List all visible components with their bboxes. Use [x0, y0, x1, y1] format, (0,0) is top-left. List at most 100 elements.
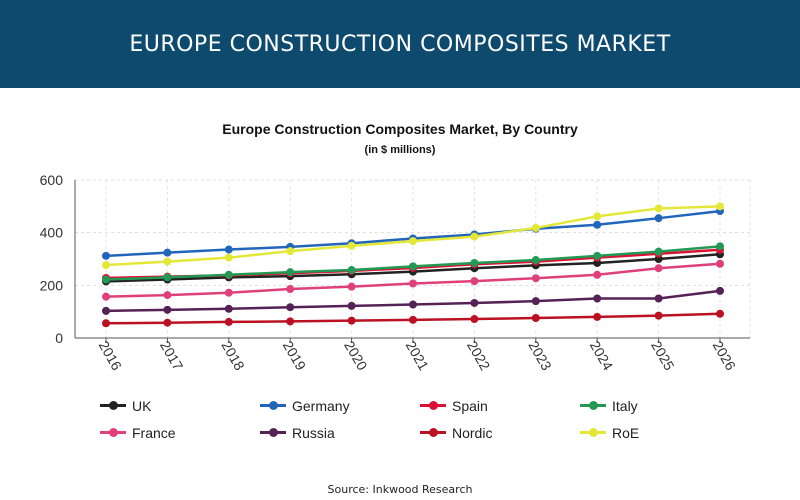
data-point-france — [470, 277, 479, 286]
data-point-russia — [470, 298, 479, 307]
x-tick-label: 2016 — [96, 338, 126, 373]
chart-title: Europe Construction Composites Market, B… — [222, 121, 578, 137]
x-tick-label: 2025 — [648, 338, 678, 373]
legend-label: UK — [132, 397, 152, 414]
legend-label: Germany — [292, 397, 350, 414]
legend-marker — [109, 428, 118, 437]
data-point-italy — [531, 256, 540, 265]
data-point-italy — [409, 262, 417, 271]
legend-marker — [269, 428, 278, 437]
data-point-nordic — [470, 315, 479, 324]
chart-subtitle: (in $ millions) — [364, 144, 436, 156]
legend-item-nordic: Nordic — [420, 423, 580, 442]
header-banner: EUROPE CONSTRUCTION COMPOSITES MARKET — [0, 0, 800, 88]
data-point-nordic — [593, 312, 602, 321]
data-point-roe — [163, 257, 172, 266]
legend-label: RoE — [612, 424, 640, 441]
legend-item-uk: UK — [100, 396, 260, 415]
data-point-roe — [347, 241, 356, 250]
data-point-france — [102, 292, 110, 301]
y-tick-label: 200 — [40, 277, 64, 293]
data-point-france — [347, 282, 356, 291]
data-point-france — [654, 264, 663, 273]
data-point-nordic — [224, 317, 233, 326]
legend-item-germany: Germany — [260, 396, 420, 415]
source-note: Source: Inkwood Research — [327, 483, 473, 496]
legend-swatch — [420, 428, 446, 437]
legend-item-spain: Spain — [420, 396, 580, 415]
data-point-italy — [102, 275, 110, 284]
data-point-roe — [224, 253, 233, 262]
data-point-italy — [716, 242, 724, 251]
y-tick-label: 0 — [55, 330, 63, 346]
data-point-nordic — [531, 313, 540, 322]
legend-marker — [269, 401, 278, 410]
legend-marker — [589, 428, 598, 437]
x-tick-label: 2019 — [280, 338, 310, 373]
x-tick-label: 2026 — [710, 338, 740, 373]
data-point-russia — [163, 305, 172, 314]
data-point-roe — [531, 223, 540, 232]
data-point-russia — [654, 294, 663, 303]
data-point-italy — [593, 251, 602, 260]
data-point-nordic — [102, 319, 110, 328]
data-point-roe — [716, 202, 724, 211]
legend-swatch — [260, 428, 286, 437]
x-tick-label: 2020 — [341, 338, 371, 373]
data-point-nordic — [163, 318, 172, 327]
legend-item-france: France — [100, 423, 260, 442]
data-point-germany — [102, 251, 110, 260]
data-point-russia — [531, 297, 540, 306]
data-point-germany — [224, 245, 233, 254]
legend-marker — [429, 428, 438, 437]
data-point-nordic — [654, 311, 663, 320]
data-point-germany — [654, 214, 663, 223]
legend-swatch — [260, 401, 286, 410]
data-point-france — [163, 291, 172, 300]
legend-label: Italy — [612, 397, 638, 414]
data-point-russia — [286, 303, 295, 312]
banner-title: EUROPE CONSTRUCTION COMPOSITES MARKET — [129, 31, 671, 57]
legend-label: Russia — [292, 424, 335, 441]
data-point-roe — [654, 204, 663, 213]
data-point-russia — [409, 300, 417, 309]
data-point-germany — [593, 220, 602, 229]
data-point-france — [224, 288, 233, 297]
chart-legend: UK Germany Spain Italy France Russia Nordic RoE — [100, 396, 720, 442]
data-point-roe — [409, 237, 417, 246]
y-tick-label: 600 — [40, 172, 64, 188]
data-point-italy — [654, 247, 663, 256]
legend-marker — [429, 401, 438, 410]
data-point-france — [531, 274, 540, 283]
data-point-russia — [347, 301, 356, 310]
data-point-italy — [347, 266, 356, 275]
data-point-italy — [224, 270, 233, 279]
legend-label: Spain — [452, 397, 488, 414]
data-point-italy — [286, 268, 295, 277]
x-tick-label: 2024 — [587, 338, 617, 373]
data-point-roe — [470, 232, 479, 241]
data-point-russia — [224, 304, 233, 313]
legend-swatch — [580, 401, 606, 410]
data-point-france — [286, 285, 295, 294]
data-point-france — [409, 279, 417, 288]
legend-marker — [589, 401, 598, 410]
legend-marker — [109, 401, 118, 410]
data-point-roe — [286, 247, 295, 256]
data-point-russia — [716, 286, 724, 295]
y-tick-label: 400 — [40, 225, 64, 241]
data-point-nordic — [409, 315, 417, 324]
x-tick-label: 2022 — [464, 338, 494, 373]
data-point-nordic — [716, 309, 724, 318]
data-point-russia — [102, 306, 110, 315]
legend-label: France — [132, 424, 176, 441]
data-point-germany — [163, 248, 172, 257]
legend-item-roe: RoE — [580, 423, 720, 442]
x-tick-label: 2017 — [157, 338, 187, 373]
x-tick-label: 2023 — [525, 338, 555, 373]
legend-swatch — [100, 401, 126, 410]
line-chart: 0 200 400 600 2016 2017 2018 2019 2020 2021 2022 20… — [40, 172, 751, 373]
legend-item-russia: Russia — [260, 423, 420, 442]
x-tick-label: 2018 — [218, 338, 248, 373]
x-tick-label: 2021 — [403, 338, 433, 373]
